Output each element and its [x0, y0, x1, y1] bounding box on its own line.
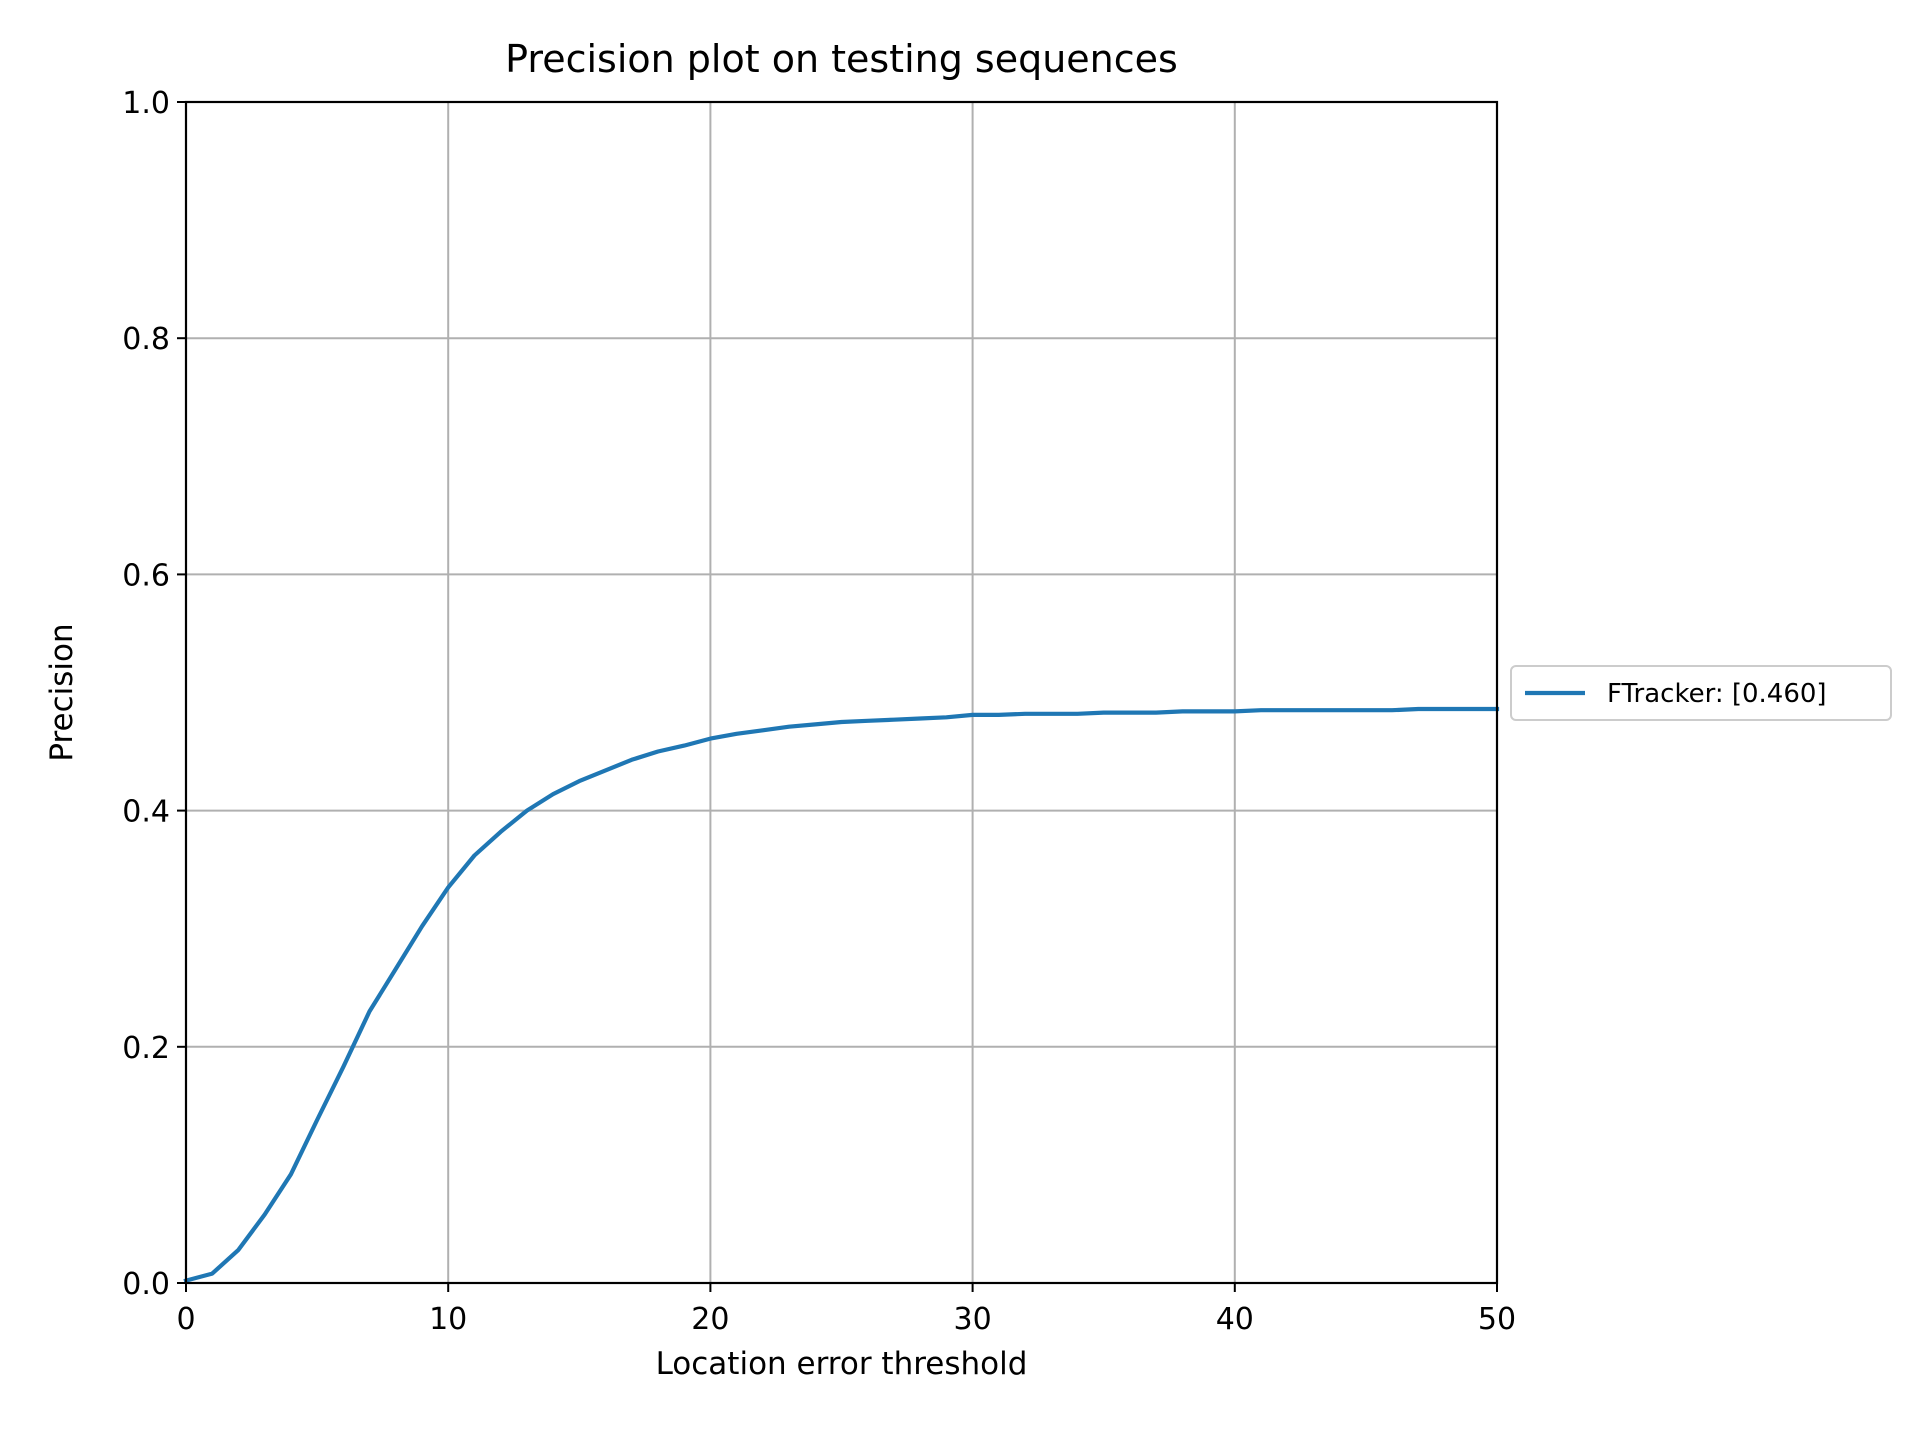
axis-ticks: 0 10 20 30 40 50 0.0 0.2 0.4 0.6 0.8 1.0	[122, 86, 1516, 1337]
y-axis-label: Precision	[44, 623, 80, 761]
x-tick-label: 30	[954, 1302, 992, 1337]
grid	[185, 101, 1498, 1284]
legend-label: FTracker: [0.460]	[1607, 679, 1827, 709]
legend: FTracker: [0.460]	[1510, 665, 1892, 721]
legend-box	[1510, 665, 1892, 721]
y-tick-label: 0.4	[122, 795, 170, 830]
y-tick-label: 0.6	[122, 558, 170, 593]
series-line	[183, 706, 1500, 1284]
x-tick-label: 0	[176, 1302, 195, 1337]
chart-title: Precision plot on testing sequences	[505, 37, 1178, 81]
x-tick-label: 40	[1216, 1302, 1254, 1337]
y-tick-label: 0.8	[122, 322, 170, 357]
x-tick-label: 50	[1478, 1302, 1516, 1337]
x-axis-label: Location error threshold	[656, 1346, 1028, 1382]
x-tick-label: 20	[691, 1302, 729, 1337]
y-tick-label: 0.0	[122, 1267, 170, 1302]
plot-frame	[184, 100, 1499, 1285]
y-tick-label: 1.0	[122, 86, 170, 121]
y-tick-label: 0.2	[122, 1031, 170, 1066]
x-tick-label: 10	[429, 1302, 467, 1337]
series-layer	[183, 706, 1500, 1284]
